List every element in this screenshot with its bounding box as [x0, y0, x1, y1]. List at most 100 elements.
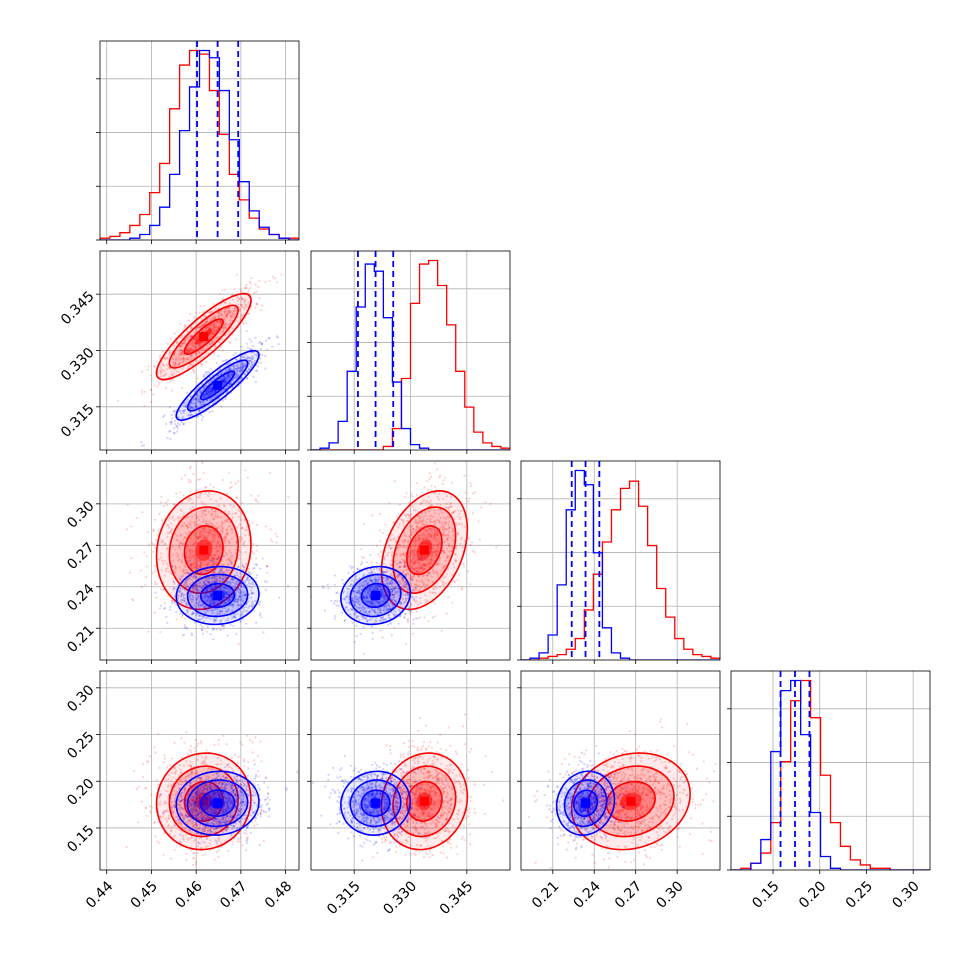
sample-point [362, 583, 365, 586]
sample-point [212, 332, 215, 335]
sample-point [190, 327, 193, 330]
sample-point [231, 578, 234, 581]
sample-point [415, 528, 418, 532]
sample-point [220, 524, 223, 527]
sample-point [206, 587, 209, 590]
sample-point [423, 533, 426, 536]
sample-point [190, 406, 193, 409]
sample-point [467, 570, 470, 573]
sample-point [162, 415, 165, 418]
sample-point [239, 367, 242, 371]
sample-point [396, 575, 399, 578]
sample-point [189, 563, 192, 566]
sample-point [200, 571, 203, 574]
sample-point [201, 512, 204, 515]
sample-point [414, 555, 417, 558]
sample-point [432, 572, 435, 575]
sample-point [199, 563, 202, 566]
sample-point [247, 606, 250, 609]
sample-point [232, 367, 235, 370]
sample-point [375, 567, 378, 570]
sample-point [144, 583, 147, 586]
sample-point [388, 544, 391, 547]
sample-point [249, 347, 252, 350]
sample-point [189, 406, 192, 410]
sample-point [246, 371, 249, 374]
sample-point [216, 393, 219, 396]
sample-point [230, 485, 233, 488]
sample-point [208, 391, 211, 394]
sample-point [478, 538, 481, 541]
sample-point [404, 612, 407, 616]
sample-point [240, 589, 243, 592]
sample-point [212, 518, 215, 521]
sample-point [436, 530, 439, 533]
sample-point [177, 545, 180, 548]
sample-point [241, 297, 244, 300]
sample-point [217, 320, 220, 323]
sample-point [170, 389, 173, 392]
sample-point [227, 563, 230, 566]
sample-point [382, 593, 385, 596]
sample-point [175, 610, 178, 614]
sample-point [390, 564, 393, 567]
sample-point [222, 627, 225, 630]
sample-point [224, 377, 227, 380]
sample-point [414, 589, 417, 592]
sample-point [169, 571, 172, 574]
sample-point [375, 578, 378, 581]
sample-point [190, 601, 194, 604]
sample-point [183, 633, 186, 636]
sample-point [401, 561, 404, 564]
sample-point [199, 566, 203, 569]
sample-point [161, 519, 164, 522]
sample-point [401, 552, 404, 555]
sample-point [190, 498, 193, 501]
sample-point [178, 353, 182, 356]
sample-point [199, 605, 203, 608]
sample-point [237, 366, 241, 370]
sample-point [444, 521, 447, 524]
sample-point [376, 580, 379, 583]
sample-point [237, 603, 240, 606]
sample-point [184, 555, 187, 558]
sample-point [231, 595, 234, 599]
sample-point [399, 602, 402, 605]
sample-point [202, 401, 205, 404]
sample-point [209, 483, 212, 486]
sample-point [236, 604, 239, 607]
sample-point [231, 327, 234, 330]
sample-point [425, 558, 428, 561]
sample-point [448, 526, 451, 529]
sample-point [199, 356, 202, 360]
sample-point [245, 322, 248, 325]
sample-point [231, 592, 234, 595]
sample-point [364, 601, 367, 604]
sample-point [361, 605, 364, 608]
sample-point [401, 570, 405, 573]
sample-point [413, 561, 416, 564]
sample-point [211, 558, 214, 561]
sample-point [358, 590, 361, 593]
sample-point [235, 496, 238, 499]
sample-point [414, 554, 417, 557]
sample-point [394, 586, 397, 589]
sample-point [440, 509, 443, 512]
sample-point [212, 332, 215, 335]
sample-point [197, 334, 200, 337]
sample-point [198, 496, 201, 499]
sample-point [345, 601, 348, 604]
sample-point [467, 537, 470, 540]
sample-point [392, 538, 395, 541]
sample-point [444, 534, 447, 537]
sample-point [226, 553, 229, 556]
sample-point [247, 578, 250, 581]
sample-point [174, 571, 177, 574]
sample-point [377, 585, 380, 588]
sample-point [239, 585, 242, 588]
sample-point [244, 364, 247, 367]
sample-point [209, 528, 212, 532]
sample-point [370, 585, 373, 588]
sample-point [191, 613, 194, 616]
sample-point [178, 423, 181, 426]
